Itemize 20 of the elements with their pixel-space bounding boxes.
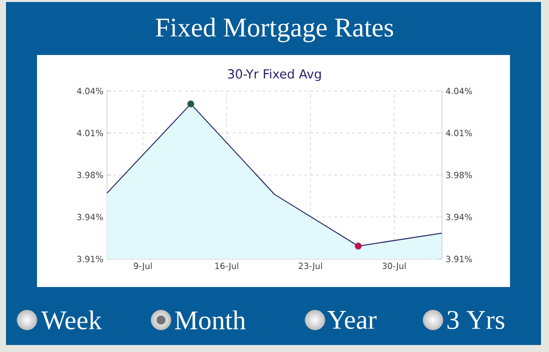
y2-tick-label: 3.94% [446, 214, 472, 220]
x-tick-label: 16-Jul [215, 262, 238, 271]
y2-tick-label: 4.01% [446, 130, 472, 136]
text: Year [328, 311, 377, 329]
y-tick-label: 3.98% [77, 172, 104, 178]
chart-subtitle: 30-Yr Fixed Avg [228, 68, 321, 82]
y-tick-label: 4.01% [76, 130, 104, 136]
text: 3 Yrs [447, 310, 504, 330]
y-tick-label: 3.91% [77, 256, 104, 262]
text: Month [174, 310, 246, 330]
y2-tick-label: 3.91% [446, 256, 472, 262]
y2-tick-label: 4.04% [446, 88, 472, 94]
y-tick-label: 3.94% [77, 214, 104, 220]
x-tick-label: 23-Jul [298, 262, 322, 271]
y-tick-label: 4.04% [76, 88, 104, 94]
x-tick-label: 30-Jul [382, 262, 406, 271]
y2-tick-label: 3.98% [446, 172, 472, 178]
chart-title: Fixed Mortgage Rates [156, 18, 394, 42]
text: Week [41, 310, 102, 330]
x-tick-label: 9-Jul [134, 262, 152, 271]
